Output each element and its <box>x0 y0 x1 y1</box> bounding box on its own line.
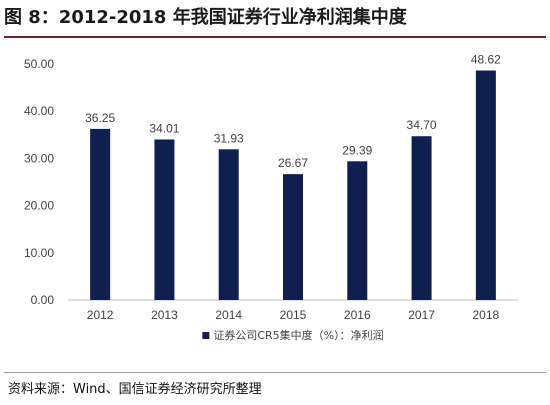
bar <box>283 174 303 300</box>
x-tick-label: 2012 <box>87 308 114 322</box>
data-label: 26.67 <box>278 156 308 170</box>
bar <box>218 149 239 300</box>
bar-chart: 0.00 10.00 20.00 30.00 40.00 50.00 36.25 2012 34… <box>24 53 518 342</box>
data-label: 29.39 <box>342 143 372 157</box>
x-tick-label: 2016 <box>344 308 371 322</box>
bar <box>90 128 111 300</box>
bar <box>475 70 496 300</box>
figure-title: 图 8：2012-2018 年我国证券行业净利润集中度 <box>4 7 407 28</box>
y-tick-label: 10.00 <box>24 246 54 260</box>
x-tick-label: 2017 <box>408 308 435 322</box>
data-label: 36.25 <box>85 111 115 125</box>
x-tick-label: 2014 <box>215 308 242 322</box>
x-tick-label: 2013 <box>151 308 178 322</box>
legend-label: 证券公司CR5集中度（%）：净利润 <box>213 328 383 342</box>
y-tick-label: 30.00 <box>24 151 54 165</box>
bar <box>411 136 432 300</box>
y-tick-label: 40.00 <box>24 104 54 118</box>
data-label: 34.01 <box>149 121 179 135</box>
bar <box>347 161 368 300</box>
data-label: 34.70 <box>407 118 437 132</box>
bar <box>154 139 175 300</box>
y-tick-label: 50.00 <box>24 57 54 71</box>
data-label: 31.93 <box>214 131 244 145</box>
y-tick-label: 0.00 <box>31 293 55 307</box>
x-tick-label: 2015 <box>280 308 307 322</box>
x-tick-label: 2018 <box>473 308 500 322</box>
y-tick-label: 20.00 <box>24 199 54 213</box>
legend-swatch <box>202 332 210 339</box>
source-divider <box>4 372 546 373</box>
data-label: 48.62 <box>471 53 501 67</box>
source-note: 资料来源：Wind、国信证券经济研究所整理 <box>8 382 262 397</box>
title-divider <box>4 36 546 38</box>
